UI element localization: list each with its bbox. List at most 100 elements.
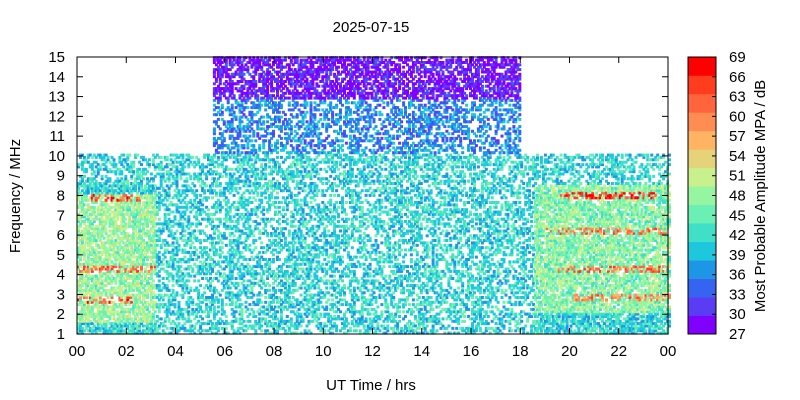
heatmap-cell — [285, 72, 289, 76]
heatmap-cell — [161, 203, 165, 207]
heatmap-cell — [92, 196, 96, 200]
heatmap-cell — [209, 158, 212, 162]
heatmap-cell — [189, 174, 193, 178]
heatmap-cell — [77, 191, 80, 195]
heatmap-cell — [185, 153, 189, 157]
heatmap-cell — [147, 234, 151, 238]
heatmap-cell — [151, 317, 155, 321]
heatmap-cell — [183, 250, 187, 254]
heatmap-cell — [285, 205, 289, 209]
heatmap-cell — [112, 198, 116, 202]
heatmap-cell — [80, 184, 84, 188]
heatmap-cell — [106, 253, 110, 257]
heatmap-cell — [254, 265, 258, 269]
heatmap-cell — [222, 260, 226, 264]
heatmap-cell — [96, 255, 100, 259]
heatmap-cell — [86, 310, 90, 314]
heatmap-cell — [268, 293, 272, 297]
heatmap-cell — [94, 241, 98, 245]
heatmap-cell — [218, 220, 222, 223]
heatmap-cell — [106, 236, 110, 240]
heatmap-cell — [250, 151, 254, 155]
heatmap-cell — [167, 300, 171, 304]
heatmap-cell — [232, 127, 236, 131]
heatmap-cell — [116, 184, 120, 188]
heatmap-cell — [256, 262, 260, 266]
heatmap-cell — [252, 326, 256, 330]
heatmap-cell — [122, 234, 126, 238]
heatmap-cell — [254, 269, 258, 273]
heatmap-cell — [108, 310, 112, 314]
heatmap-cell — [86, 234, 90, 238]
heatmap-cell — [214, 324, 218, 328]
heatmap-cell — [199, 250, 203, 254]
heatmap-cell — [86, 241, 90, 245]
heatmap-cell — [177, 284, 181, 288]
heatmap-cell — [214, 201, 218, 204]
heatmap-cell — [218, 58, 222, 62]
heatmap-cell — [110, 267, 114, 271]
heatmap-cell — [228, 91, 232, 95]
heatmap-cell — [183, 229, 187, 233]
heatmap-cell — [234, 167, 238, 171]
heatmap-cell — [214, 326, 218, 330]
heatmap-cell — [276, 267, 279, 271]
heatmap-cell — [230, 298, 234, 302]
heatmap-cell — [197, 163, 201, 167]
heatmap-cell — [197, 329, 201, 333]
heatmap-cell — [214, 160, 218, 164]
heatmap-cell — [264, 158, 268, 162]
heatmap-cell — [224, 129, 228, 133]
heatmap-cell — [197, 293, 201, 297]
heatmap-cell — [224, 72, 228, 76]
heatmap-cell — [114, 260, 118, 264]
heatmap-cell — [220, 103, 224, 107]
heatmap-cell — [112, 317, 116, 321]
heatmap-cell — [218, 317, 222, 321]
heatmap-cell — [153, 201, 157, 204]
heatmap-cell — [197, 303, 201, 307]
heatmap-cell — [106, 215, 110, 219]
heatmap-cell — [266, 153, 270, 157]
heatmap-cell — [218, 108, 222, 112]
heatmap-cell — [226, 210, 230, 214]
heatmap-cell — [256, 205, 260, 209]
heatmap-cell — [270, 96, 274, 100]
heatmap-cell — [146, 324, 149, 328]
heatmap-cell — [144, 246, 147, 250]
heatmap-cell — [82, 184, 86, 188]
heatmap-cell — [193, 326, 197, 330]
heatmap-cell — [256, 120, 260, 124]
heatmap-cell — [77, 220, 80, 223]
heatmap-cell — [153, 217, 157, 221]
heatmap-cell — [211, 239, 214, 242]
heatmap-cell — [163, 269, 167, 273]
heatmap-cell — [193, 234, 197, 238]
heatmap-cell — [189, 224, 193, 228]
heatmap-cell — [276, 89, 279, 93]
heatmap-cell — [279, 307, 283, 311]
heatmap-cell — [281, 87, 285, 91]
heatmap-cell — [157, 167, 161, 171]
heatmap-cell — [98, 310, 102, 314]
heatmap-cell — [116, 236, 120, 240]
heatmap-cell — [106, 281, 110, 285]
heatmap-cell — [151, 246, 155, 250]
heatmap-cell — [244, 158, 248, 162]
heatmap-cell — [183, 217, 187, 221]
heatmap-cell — [256, 63, 260, 67]
heatmap-cell — [106, 186, 110, 190]
heatmap-cell — [246, 217, 250, 221]
heatmap-cell — [138, 160, 142, 164]
heatmap-cell — [112, 279, 116, 283]
heatmap-cell — [252, 274, 256, 278]
heatmap-cell — [246, 315, 250, 318]
heatmap-cell — [242, 167, 246, 171]
heatmap-cell — [266, 281, 270, 285]
heatmap-cell — [90, 224, 94, 228]
heatmap-cell — [108, 272, 112, 276]
heatmap-cell — [230, 89, 234, 93]
heatmap-cell — [240, 217, 244, 221]
heatmap-cell — [82, 300, 86, 304]
heatmap-cell — [92, 182, 96, 185]
